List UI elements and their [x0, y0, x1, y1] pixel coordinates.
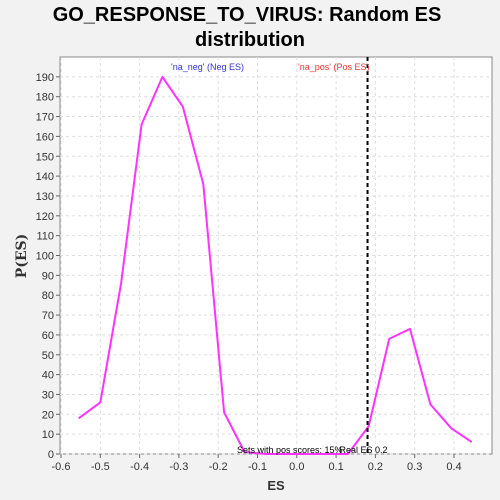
y-tick-label: 180 [36, 92, 54, 104]
chart-title-line2: distribution [195, 29, 305, 51]
x-tick-label: 0.1 [328, 461, 343, 473]
y-tick-label: 20 [42, 409, 54, 421]
y-axis: 0 10 20 30 40 50 60 70 80 90 100 110 120 130 140 150 160… [36, 72, 60, 461]
x-tick-label: -0.4 [130, 461, 149, 473]
x-tick-label: -0.6 [52, 461, 71, 473]
y-tick-label: 110 [36, 231, 54, 243]
y-tick-label: 120 [36, 211, 54, 223]
y-tick-label: 100 [36, 251, 54, 263]
chart-title-line1: GO_RESPONSE_TO_VIRUS: Random ES [53, 4, 442, 26]
x-tick-label: -0.3 [169, 461, 188, 473]
x-axis: -0.6 -0.5 -0.4 -0.3 -0.2 -0.1 0.0 0.1 0.2 0.3 0.4 [52, 454, 462, 473]
x-tick-label: -0.2 [209, 461, 228, 473]
x-tick-label: -0.5 [91, 461, 110, 473]
y-tick-label: 130 [36, 191, 54, 203]
x-tick-label: -0.1 [248, 461, 267, 473]
x-tick-label: 0.0 [289, 461, 304, 473]
y-tick-label: 10 [42, 429, 54, 441]
y-tick-label: 150 [36, 151, 54, 163]
y-tick-label: 60 [42, 330, 54, 342]
y-tick-label: 0 [48, 449, 54, 461]
pos-scores-annotation: Sets with pos scores: 15% [237, 445, 343, 455]
y-tick-label: 50 [42, 350, 54, 362]
legend-neg: 'na_neg' (Neg ES) [171, 62, 244, 72]
x-tick-label: 0.4 [446, 461, 461, 473]
real-es-label: Real ES 0.2 [340, 445, 388, 455]
y-tick-label: 30 [42, 389, 54, 401]
y-tick-label: 40 [42, 370, 54, 382]
x-tick-label: 0.2 [368, 461, 383, 473]
legend-pos: 'na_pos' (Pos ES) [298, 62, 369, 72]
y-axis-title: P(ES) [14, 234, 30, 279]
series-line [78, 75, 473, 455]
x-tick-label: 0.3 [407, 461, 422, 473]
y-tick-label: 190 [36, 72, 54, 84]
y-tick-label: 160 [36, 131, 54, 143]
y-tick-label: 140 [36, 171, 54, 183]
y-tick-label: 70 [42, 310, 54, 322]
x-axis-title: ES [267, 478, 285, 493]
series-layer [78, 75, 473, 455]
y-tick-label: 80 [42, 290, 54, 302]
y-tick-label: 170 [36, 112, 54, 124]
y-tick-label: 90 [42, 270, 54, 282]
